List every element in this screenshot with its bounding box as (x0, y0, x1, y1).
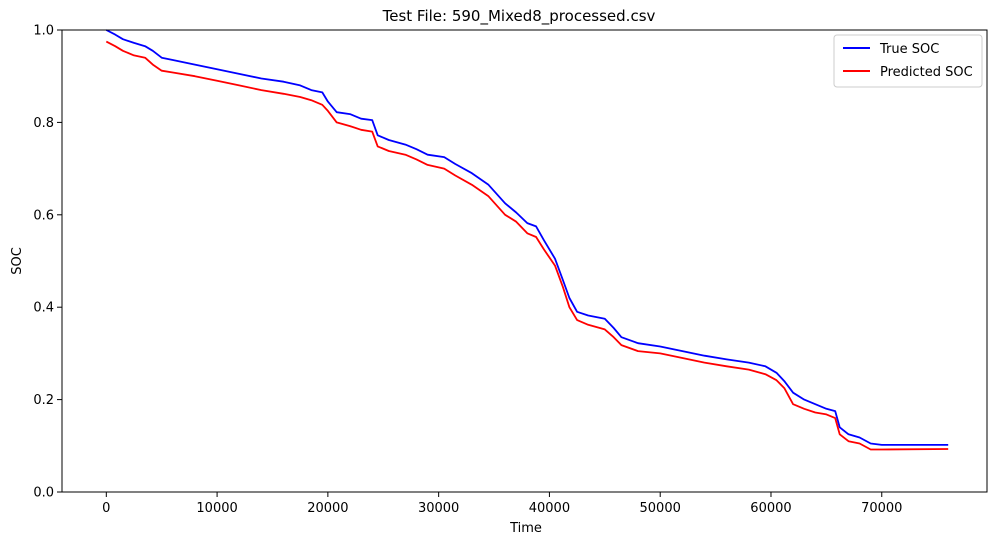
chart-title: Test File: 590_Mixed8_processed.csv (382, 7, 656, 26)
x-tick-label: 60000 (750, 501, 791, 516)
y-tick-label: 1.0 (33, 24, 54, 39)
x-tick-label: 20000 (307, 501, 348, 516)
x-tick-label: 70000 (861, 501, 902, 516)
legend: True SOC Predicted SOC (833, 34, 983, 88)
y-tick-label: 0.0 (33, 486, 54, 501)
x-tick-label: 0 (102, 501, 110, 516)
x-axis-ticks: 0 10000 20000 30000 40000 50000 60000 70000 (102, 492, 902, 516)
series-layer (105, 29, 949, 451)
x-axis-label: Time (509, 521, 542, 536)
plot-area-frame (61, 29, 988, 493)
x-tick-label: 50000 (640, 501, 681, 516)
x-tick-label: 40000 (529, 501, 570, 516)
legend-box (833, 34, 983, 88)
series-line-true-soc (105, 29, 949, 446)
y-axis-label: SOC (10, 247, 25, 275)
series-line-predicted-soc (105, 40, 949, 451)
legend-true-soc-label: True SOC (879, 42, 939, 57)
y-tick-label: 0.4 (33, 301, 54, 316)
y-tick-label: 0.6 (33, 208, 54, 223)
x-tick-label: 30000 (418, 501, 459, 516)
y-tick-label: 0.2 (33, 393, 54, 408)
x-tick-label: 10000 (196, 501, 237, 516)
y-tick-label: 0.8 (33, 116, 54, 131)
legend-predicted-soc-label: Predicted SOC (880, 65, 973, 80)
y-axis-ticks: 0.0 0.2 0.4 0.6 0.8 1.0 (33, 24, 62, 501)
